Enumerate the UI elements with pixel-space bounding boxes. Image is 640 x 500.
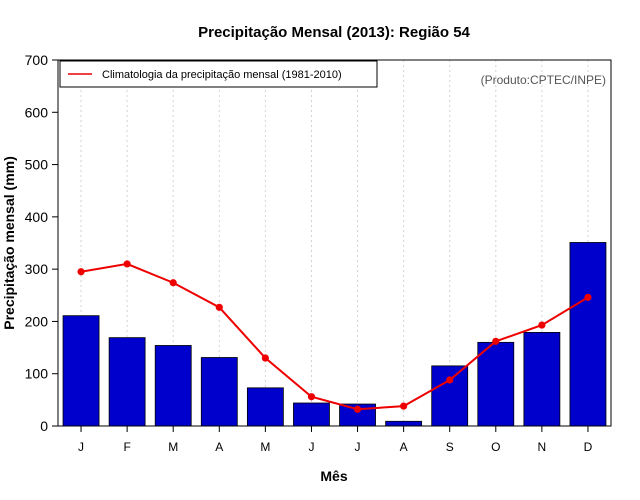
bar-4 — [200, 357, 238, 427]
credit-annotation: (Produto:CPTEC/INPE) — [481, 73, 606, 87]
bar-6 — [293, 402, 330, 427]
x-tick-label: S — [446, 440, 454, 454]
y-tick-label: 600 — [25, 104, 49, 120]
x-tick-label: A — [400, 440, 408, 454]
bar-1 — [62, 315, 100, 427]
y-tick-label: 0 — [40, 418, 48, 434]
x-tick-label: D — [584, 440, 593, 454]
bar-10 — [477, 341, 515, 427]
climatology-point-2 — [123, 260, 131, 268]
x-tick-label: J — [78, 440, 84, 454]
climatology-point-12 — [584, 293, 592, 301]
climatology-point-5 — [261, 354, 269, 362]
x-tick-label: M — [168, 440, 178, 454]
climatology-point-6 — [307, 393, 316, 401]
y-tick-label: 300 — [25, 261, 49, 277]
y-tick-label: 500 — [25, 157, 49, 173]
climatology-point-1 — [77, 268, 85, 276]
climatology-point-9 — [446, 376, 454, 384]
bar-11 — [523, 332, 561, 427]
chart-title: Precipitação Mensal (2013): Região 54 — [198, 24, 470, 41]
x-tick-label: J — [308, 440, 314, 454]
x-tick-label: F — [123, 440, 130, 454]
y-tick-label: 200 — [25, 313, 49, 329]
x-tick-label: M — [260, 440, 270, 454]
bar-8 — [385, 420, 423, 427]
climatology-point-4 — [215, 303, 223, 311]
y-tick-label: 100 — [25, 366, 49, 382]
x-tick-label: A — [215, 440, 223, 454]
x-tick-label: J — [355, 440, 361, 454]
plot-frame — [57, 59, 612, 427]
bar-9 — [431, 365, 469, 427]
legend: Climatologia da precipitação mensal (198… — [59, 60, 378, 88]
y-tick-label: 700 — [25, 52, 49, 68]
x-axis-title: Mês — [320, 468, 347, 484]
legend-label: Climatologia da precipitação mensal (198… — [102, 69, 342, 81]
climatology-polyline — [80, 262, 589, 411]
climatology-point-7 — [353, 405, 362, 413]
bar-2 — [108, 337, 146, 427]
climatology-point-10 — [492, 337, 500, 345]
bar-3 — [154, 345, 192, 427]
climatology-line — [77, 260, 592, 413]
legend-box — [59, 60, 378, 88]
bar-12 — [569, 242, 607, 427]
bars — [62, 242, 607, 427]
climatology-point-8 — [400, 402, 408, 410]
x-tick-label: N — [538, 440, 547, 454]
x-tick-label: O — [491, 440, 500, 454]
climatology-point-11 — [538, 321, 546, 329]
y-tick-label: 400 — [25, 209, 49, 225]
y-axis: 0 100 200 300 400 500 600 700 — [25, 52, 58, 434]
climatology-point-3 — [169, 279, 177, 287]
y-axis-title: Precipitação mensal (mm) — [1, 156, 17, 330]
bar-5 — [246, 387, 284, 427]
